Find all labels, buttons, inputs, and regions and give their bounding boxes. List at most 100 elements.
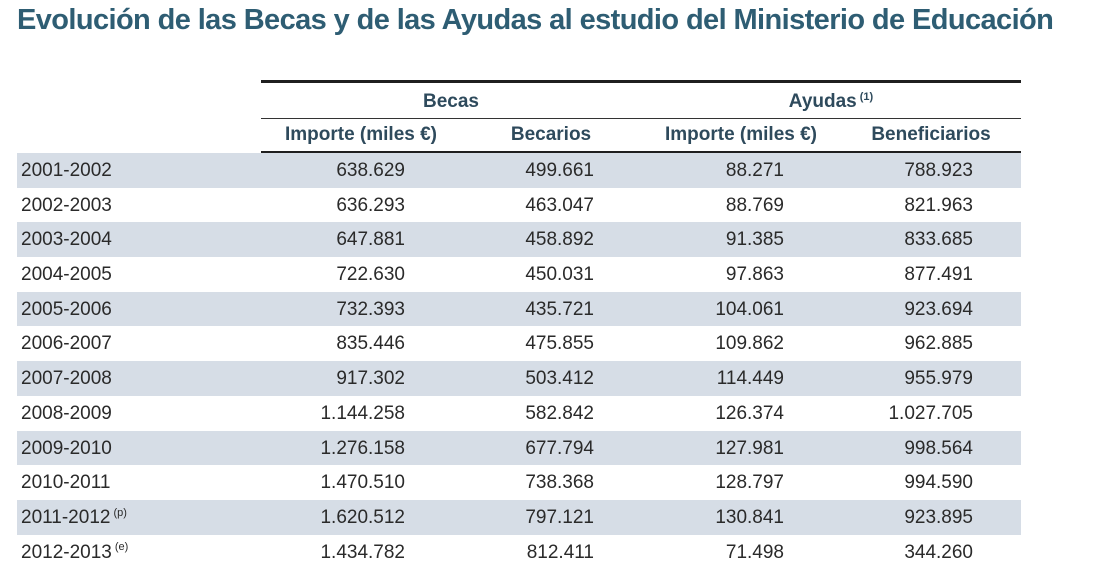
group-header-ayudas: Ayudas (1) [641, 91, 1021, 113]
year-label: 2008-2009 [21, 402, 112, 424]
year-cell: 2005-2006 [21, 299, 115, 321]
becas-importe-cell: 1.620.512 [320, 506, 405, 528]
becas-importe-cell: 647.881 [336, 229, 405, 251]
year-cell: 2004-2005 [21, 264, 115, 286]
header-ayudas-importe: Importe (miles €) [664, 124, 818, 145]
becarios-cell: 677.794 [525, 437, 594, 459]
table-row: 2001-2002 638.629 499.661 88.271 788.923 [17, 153, 1021, 188]
becas-importe-cell: 917.302 [336, 368, 405, 390]
beneficiarios-cell: 833.685 [904, 229, 973, 251]
becarios-cell: 503.412 [525, 368, 594, 390]
becarios-cell: 797.121 [525, 506, 594, 528]
becarios-cell: 450.031 [525, 264, 594, 286]
year-label: 2003-2004 [21, 229, 112, 251]
ayudas-importe-cell: 88.271 [725, 160, 784, 181]
column-header-row: Importe (miles €) Becarios Importe (mile… [17, 117, 1021, 151]
table-body: 2001-2002 638.629 499.661 88.271 788.923… [17, 153, 1021, 569]
becarios-cell: 738.368 [525, 472, 594, 494]
becas-importe-cell: 636.293 [336, 194, 405, 216]
year-label: 2005-2006 [21, 298, 112, 320]
beneficiarios-cell: 1.027.705 [888, 402, 973, 424]
becarios-cell: 463.047 [525, 194, 594, 216]
becarios-cell: 499.661 [525, 160, 594, 181]
beneficiarios-cell: 344.260 [904, 541, 973, 563]
year-note: (p) [113, 506, 127, 519]
year-cell: 2010-2011 [21, 472, 113, 494]
beneficiarios-cell: 877.491 [904, 264, 973, 286]
table-row: 2006-2007 835.446 475.855 109.862 962.88… [17, 326, 1021, 361]
year-cell: 2003-2004 [21, 229, 115, 251]
table-row: 2007-2008 917.302 503.412 114.449 955.97… [17, 361, 1021, 396]
becas-importe-cell: 722.630 [336, 264, 405, 286]
becas-importe-cell: 835.446 [336, 333, 405, 355]
beneficiarios-cell: 923.895 [904, 506, 973, 528]
becarios-cell: 582.842 [525, 402, 594, 424]
year-cell: 2007-2008 [21, 368, 115, 390]
beneficiarios-cell: 962.885 [904, 333, 973, 355]
becas-importe-cell: 732.393 [336, 298, 405, 320]
header-becas-becarios: Becarios [510, 124, 592, 145]
ayudas-importe-cell: 109.862 [715, 333, 784, 355]
becarios-cell: 812.411 [526, 541, 594, 563]
table-row: 2002-2003 636.293 463.047 88.769 821.963 [17, 188, 1021, 223]
beneficiarios-cell: 788.923 [904, 160, 973, 181]
beneficiarios-cell: 994.590 [904, 472, 973, 494]
year-label: 2011-2012 [21, 506, 111, 528]
becas-importe-cell: 1.434.782 [320, 541, 405, 563]
ayudas-importe-cell: 88.769 [725, 194, 784, 216]
page-title: Evolución de las Becas y de las Ayudas a… [17, 4, 1054, 36]
becarios-cell: 475.855 [525, 333, 594, 355]
ayudas-importe-cell: 104.061 [715, 298, 784, 320]
year-label: 2004-2005 [21, 264, 112, 286]
table-row: 2011-2012 (p) 1.620.512 797.121 130.841 9… [17, 499, 1021, 535]
table-row: 2003-2004 647.881 458.892 91.385 833.685 [17, 222, 1021, 258]
ayudas-importe-cell: 128.797 [715, 472, 784, 494]
table-row: 2012-2013 (e) 1.434.782 812.411 71.498 34… [17, 535, 1021, 570]
year-cell: 2011-2012 (p) [21, 507, 127, 529]
table-row: 2004-2005 722.630 450.031 97.863 877.491 [17, 257, 1021, 292]
becas-importe-cell: 1.470.510 [320, 472, 405, 494]
group-header-ayudas-label: Ayudas [788, 91, 857, 112]
beneficiarios-cell: 955.979 [904, 368, 973, 390]
table-row: 2010-2011 1.470.510 738.368 128.797 994.… [17, 465, 1021, 500]
group-rule-becas [261, 118, 641, 119]
group-rule-ayudas [641, 118, 1021, 119]
header-becas-importe: Importe (miles €) [284, 124, 438, 145]
year-cell: 2002-2003 [21, 195, 115, 217]
ayudas-importe-cell: 71.498 [725, 541, 784, 563]
ayudas-importe-cell: 130.841 [715, 506, 784, 528]
beneficiarios-cell: 998.564 [904, 437, 973, 459]
table-row: 2008-2009 1.144.258 582.842 126.374 1.02… [17, 396, 1021, 431]
year-cell: 2009-2010 [21, 438, 115, 460]
year-label: 2001-2002 [21, 160, 112, 181]
becarios-cell: 435.721 [525, 298, 594, 320]
year-label: 2009-2010 [21, 437, 112, 459]
ayudas-importe-cell: 127.981 [715, 437, 784, 459]
beneficiarios-cell: 821.963 [904, 194, 973, 216]
ayudas-importe-cell: 126.374 [715, 402, 784, 424]
year-label: 2006-2007 [21, 333, 112, 355]
group-header-becas-label: Becas [423, 91, 479, 112]
table-row: 2009-2010 1.276.158 677.794 127.981 998.… [17, 430, 1021, 466]
header-bottom-rule [261, 151, 1021, 153]
becarios-cell: 458.892 [525, 229, 594, 251]
ayudas-footnote-marker: (1) [859, 90, 874, 103]
header-ayudas-beneficiarios: Beneficiarios [871, 124, 991, 145]
becas-importe-cell: 1.144.258 [320, 402, 405, 424]
year-cell: 2008-2009 [21, 403, 115, 425]
becas-importe-cell: 1.276.158 [320, 437, 405, 459]
table-top-rule [261, 80, 1021, 83]
year-label: 2007-2008 [21, 368, 112, 390]
becas-importe-cell: 638.629 [336, 160, 405, 181]
ayudas-importe-cell: 91.385 [725, 229, 784, 251]
year-label: 2012-2013 [21, 541, 112, 563]
table-row: 2005-2006 732.393 435.721 104.061 923.69… [17, 291, 1021, 327]
ayudas-importe-cell: 114.449 [716, 368, 784, 390]
year-cell: 2012-2013 (e) [21, 542, 128, 564]
year-label: 2002-2003 [21, 194, 112, 216]
group-header-row: Becas Ayudas (1) [17, 83, 1021, 119]
beneficiarios-cell: 923.694 [904, 298, 973, 320]
year-label: 2010-2011 [21, 472, 111, 494]
year-note: (e) [114, 541, 129, 554]
year-cell: 2006-2007 [21, 333, 115, 355]
